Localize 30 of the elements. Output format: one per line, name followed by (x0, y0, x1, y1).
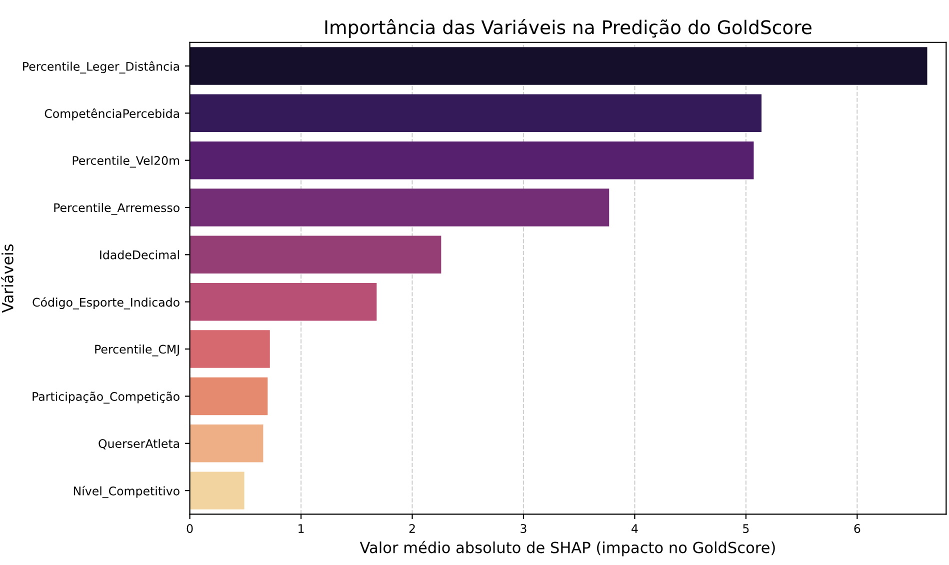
x-axis-title: Valor médio absoluto de SHAP (impacto no GoldScore) (360, 540, 775, 556)
x-tick-label: 2 (409, 524, 415, 533)
bar (190, 472, 244, 510)
x-tick-label: 3 (520, 524, 526, 534)
y-tick-label: Percentile_Leger_Distância (23, 61, 180, 74)
y-tick-label: QuerserAtleta (98, 438, 180, 450)
y-tick-label: IdadeDecimal (100, 250, 179, 260)
x-tick-label: 5 (743, 524, 749, 534)
x-tick-label: 1 (298, 524, 304, 533)
bar (190, 47, 928, 85)
x-tick-label: 6 (854, 524, 860, 534)
x-tick-label: 0 (186, 524, 193, 534)
bar (190, 424, 264, 462)
bar (190, 236, 442, 274)
chart-title: Importância das Variáveis na Predição do GoldScore (325, 19, 812, 38)
bar (190, 94, 762, 132)
bar (190, 282, 377, 321)
y-tick-label: CompetênciaPercebida (44, 108, 179, 120)
y-tick-label: Percentile_CMJ (95, 344, 179, 356)
y-tick-label: Nível_Competitivo (74, 486, 180, 498)
x-tick-label: 4 (632, 524, 638, 533)
y-tick-label: Código_Esporte_Indicado (32, 297, 180, 310)
bar (190, 330, 270, 368)
y-tick-label: Percentile_Arremesso (54, 203, 180, 215)
bar (190, 377, 268, 416)
bar (190, 141, 754, 180)
y-tick-label: Percentile_Vel20m (72, 156, 180, 168)
y-tick-label: Participação_Competição (32, 392, 180, 404)
y-axis-title: Variáveis (0, 244, 14, 313)
bar (190, 188, 610, 226)
